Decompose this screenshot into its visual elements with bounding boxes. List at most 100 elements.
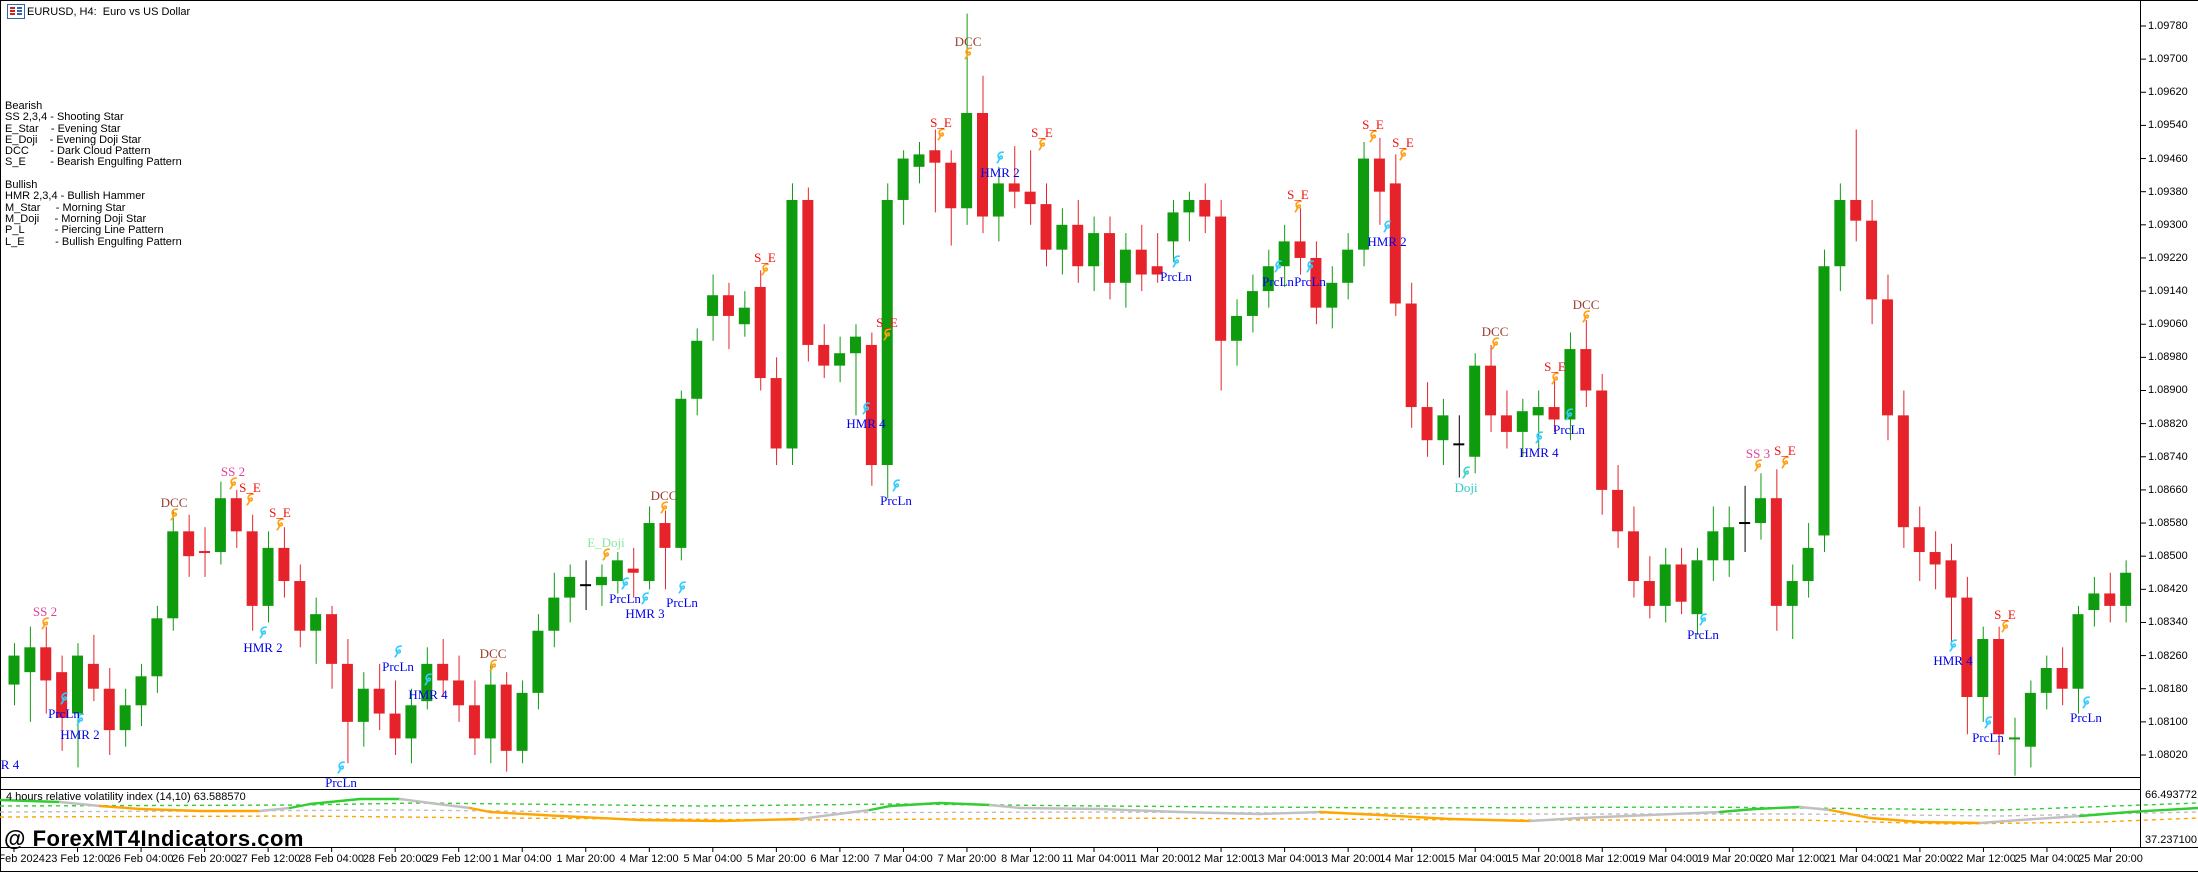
pattern-marker-icon xyxy=(170,508,178,521)
pattern-marker-icon xyxy=(621,577,629,590)
price-axis-label: 1.08580 xyxy=(2148,517,2188,530)
candle xyxy=(834,336,846,383)
candle xyxy=(1199,183,1211,234)
rvi-line-segment xyxy=(288,802,312,810)
candle xyxy=(183,514,195,577)
legend-line: E_Star - Evening Star xyxy=(5,122,121,135)
chart-title: EURUSD, H4: Euro vs US Dollar xyxy=(27,6,191,18)
candle xyxy=(2088,576,2100,627)
time-axis-label: 11 Mar 04:00 xyxy=(1061,853,1127,865)
candle xyxy=(1580,320,1592,408)
candle xyxy=(278,527,290,598)
price-axis-label: 1.09700 xyxy=(2148,53,2188,66)
time-axis-label: 27 Feb 12:00 xyxy=(235,853,301,865)
time-axis-label: 8 Mar 12:00 xyxy=(1001,853,1060,865)
legend-line: Bearish xyxy=(5,100,43,112)
candle xyxy=(2024,680,2036,768)
legend-line: M_Star - Morning Star xyxy=(5,201,126,214)
candle xyxy=(1358,141,1370,267)
candle xyxy=(1278,224,1290,287)
candle xyxy=(961,13,973,225)
candle xyxy=(1723,506,1735,577)
rvi-line-segment xyxy=(988,803,1022,810)
rvi-line-segment xyxy=(1648,810,1722,817)
rvi-line-segment xyxy=(1918,820,1982,825)
candle xyxy=(643,506,655,590)
pattern-marker-icon xyxy=(394,645,402,658)
candle xyxy=(580,560,592,611)
candle xyxy=(786,183,798,466)
rvi-line-segment xyxy=(1753,805,1802,811)
candle xyxy=(818,324,830,379)
indicator-max-value: 66.493772 xyxy=(2145,789,2197,801)
candle xyxy=(929,129,941,213)
legend-line: L_E - Bullish Engulfing Pattern xyxy=(5,235,182,248)
candle xyxy=(310,597,322,664)
candle xyxy=(1707,506,1719,582)
price-axis-label: 1.08660 xyxy=(2148,483,2188,496)
legend-line: SS 2,3,4 - Shooting Star xyxy=(5,111,124,124)
price-axis-label: 1.09460 xyxy=(2148,152,2188,165)
pattern-marker-icon xyxy=(1535,431,1543,444)
pattern-marker-icon xyxy=(937,128,945,141)
rvi-line-segment xyxy=(828,808,872,817)
pattern-marker-icon xyxy=(761,263,769,276)
candle xyxy=(1500,390,1512,449)
time-axis-label: 25 Mar 04:00 xyxy=(2014,853,2080,865)
candle xyxy=(2104,572,2116,623)
candle xyxy=(754,270,766,391)
candle xyxy=(1310,241,1322,325)
time-axis-label: 5 Mar 20:00 xyxy=(747,853,806,865)
price-axis-label: 1.09540 xyxy=(2148,119,2188,132)
rvi-line-segment xyxy=(1798,805,1832,812)
price-axis-label: 1.08500 xyxy=(2148,550,2188,563)
candle xyxy=(1453,415,1465,478)
pattern-marker-icon xyxy=(1038,138,1046,151)
time-axis-label: 15 Mar 04:00 xyxy=(1442,853,1508,865)
candle xyxy=(1088,216,1100,292)
candle xyxy=(135,663,147,726)
candle xyxy=(1167,199,1179,263)
rvi-line-segment xyxy=(1718,807,1757,814)
time-axis-label: 11 Mar 20:00 xyxy=(1125,853,1190,865)
time-axis-label: 23 Feb 12:00 xyxy=(45,853,110,865)
pattern-marker-icon xyxy=(862,402,870,415)
pattern-marker-icon xyxy=(1462,466,1470,479)
pattern-marker-icon xyxy=(2082,696,2090,709)
time-axis-label: 22 Mar 12:00 xyxy=(1951,853,2016,865)
pattern-marker-icon xyxy=(2001,620,2009,633)
watermark: @ ForexMT4Indicators.com xyxy=(4,826,304,851)
candle xyxy=(675,390,687,561)
candle xyxy=(1119,233,1131,308)
pattern-marker-icon xyxy=(1754,459,1762,472)
candle xyxy=(500,672,512,772)
rvi-line-segment xyxy=(488,810,562,818)
pattern-marker-icon xyxy=(660,501,668,514)
candle xyxy=(230,489,242,548)
candle xyxy=(2120,560,2132,623)
pattern-marker-icon xyxy=(489,659,497,672)
candle xyxy=(1151,233,1163,283)
candle xyxy=(1612,465,1624,548)
time-axis-label: 13 Mar 04:00 xyxy=(1252,853,1318,865)
pattern-marker-icon xyxy=(641,592,649,605)
candle xyxy=(802,187,814,362)
pattern-marker-icon xyxy=(1399,148,1407,161)
pattern-marker-icon xyxy=(1949,639,1957,652)
candle xyxy=(1294,208,1306,275)
time-axis-label: 15 Mar 20:00 xyxy=(1506,853,1572,865)
candle xyxy=(24,626,36,722)
candle xyxy=(484,663,496,764)
price-axis-label: 1.08820 xyxy=(2148,417,2188,430)
candle xyxy=(1691,547,1703,635)
legend-line: M_Doji - Morning Doji Star xyxy=(5,212,147,225)
candle xyxy=(1421,382,1433,457)
candle xyxy=(1897,390,1909,548)
pattern-marker-icon xyxy=(1491,337,1499,350)
candle xyxy=(976,75,988,234)
candle xyxy=(707,274,719,341)
rvi-line-segment xyxy=(2128,806,2198,814)
